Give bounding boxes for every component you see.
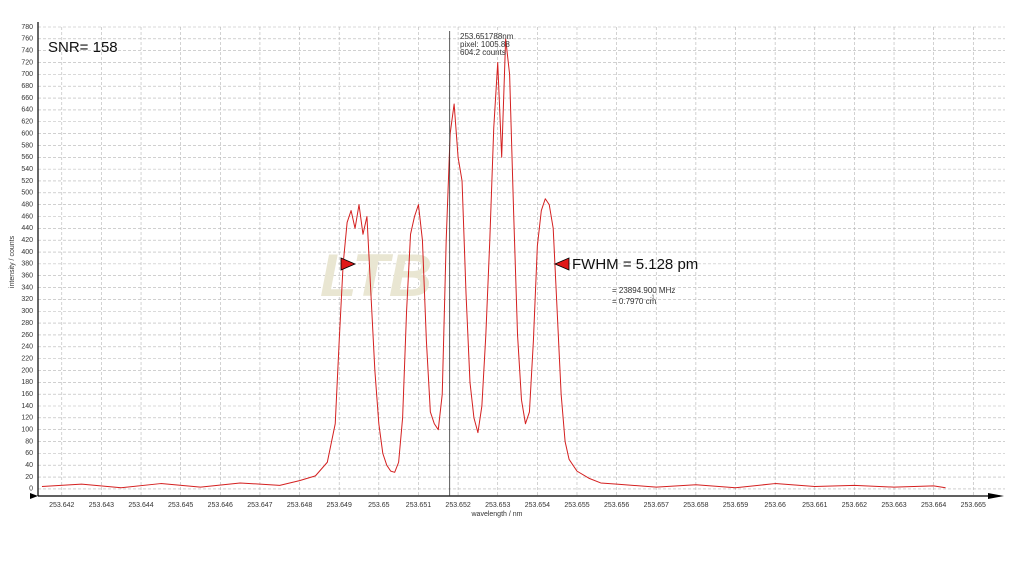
y-tick-label: 160 [21,391,33,398]
y-tick-label: 740 [21,48,33,55]
x-tick-label: 253.652 [445,502,470,509]
x-tick-label: 253.659 [723,502,748,509]
y-tick-label: 780 [21,24,33,31]
y-tick-label: 540 [21,166,33,173]
fwhm-wavenumber: = 0.7970 cm [612,297,657,306]
x-tick-label: 253.644 [128,502,153,509]
x-tick-label: 253.657 [644,502,669,509]
x-tick-label: 253.654 [525,502,550,509]
y-tick-label: 620 [21,119,33,126]
fwhm-mhz: = 23894.900 MHz [612,286,675,295]
axis-arrow [988,493,1004,499]
y-tick-label: 700 [21,71,33,78]
y-tick-label: 320 [21,296,33,303]
x-tick-label: 253.645 [168,502,193,509]
x-tick-label: 253.65 [368,502,390,509]
cursor-counts: 604.2 counts [460,48,506,57]
wavenumber-exponent: -1 [650,294,655,300]
x-tick-label: 253.643 [89,502,114,509]
x-tick-label: 253.665 [961,502,986,509]
axis-arrow [30,493,38,499]
x-tick-label: 253.66 [764,502,786,509]
y-tick-label: 140 [21,403,33,410]
y-tick-label: 80 [25,438,33,445]
y-tick-label: 40 [25,462,33,469]
y-tick-label: 0 [29,486,33,493]
y-tick-label: 280 [21,320,33,327]
x-tick-label: 253.656 [604,502,629,509]
x-tick-label: 253.651 [406,502,431,509]
y-axis-label: intensity / counts [9,235,16,288]
cursor-pixel: pixel: 1005.88 [460,40,510,49]
cursor-wavelength: 253.651788nm [460,32,514,41]
y-tick-label: 20 [25,474,33,481]
x-tick-label: 253.661 [802,502,827,509]
y-tick-label: 360 [21,273,33,280]
y-tick-label: 520 [21,178,33,185]
watermark: LTB [320,242,432,309]
y-tick-label: 380 [21,261,33,268]
y-tick-label: 480 [21,201,33,208]
y-tick-label: 340 [21,284,33,291]
x-tick-label: 253.646 [208,502,233,509]
y-tick-label: 440 [21,225,33,232]
y-tick-label: 560 [21,154,33,161]
x-tick-label: 253.647 [247,502,272,509]
snr-label: SNR= 158 [48,39,118,56]
y-tick-label: 180 [21,379,33,386]
y-tick-label: 300 [21,308,33,315]
y-tick-label: 460 [21,213,33,220]
grid [38,26,1005,496]
fwhm-marker [553,257,570,271]
y-tick-label: 200 [21,367,33,374]
y-tick-label: 660 [21,95,33,102]
x-axis-label: wavelength / nm [471,511,523,518]
y-tick-label: 720 [21,59,33,66]
y-tick-label: 760 [21,36,33,43]
x-tick-label: 253.662 [842,502,867,509]
x-tick-label: 253.663 [881,502,906,509]
y-tick-label: 260 [21,332,33,339]
y-tick-label: 240 [21,344,33,351]
x-tick-label: 253.649 [327,502,352,509]
x-tick-label: 253.664 [921,502,946,509]
plot [41,38,946,489]
x-tick-label: 253.648 [287,502,312,509]
y-tick-label: 420 [21,237,33,244]
x-tick-label: 253.658 [683,502,708,509]
y-tick-label: 100 [21,427,33,434]
y-tick-label: 60 [25,450,33,457]
fwhm-label: FWHM = 5.128 pm [572,256,698,273]
y-tick-label: 220 [21,355,33,362]
y-tick-label: 400 [21,249,33,256]
y-tick-label: 500 [21,190,33,197]
x-tick-label: 253.642 [49,502,74,509]
y-tick-label: 600 [21,130,33,137]
spectrum-line [41,38,946,489]
y-tick-label: 640 [21,107,33,114]
y-tick-label: 120 [21,415,33,422]
fwhm-marker [340,257,357,271]
x-tick-label: 253.653 [485,502,510,509]
x-tick-label: 253.655 [564,502,589,509]
y-tick-label: 580 [21,142,33,149]
y-tick-label: 680 [21,83,33,90]
